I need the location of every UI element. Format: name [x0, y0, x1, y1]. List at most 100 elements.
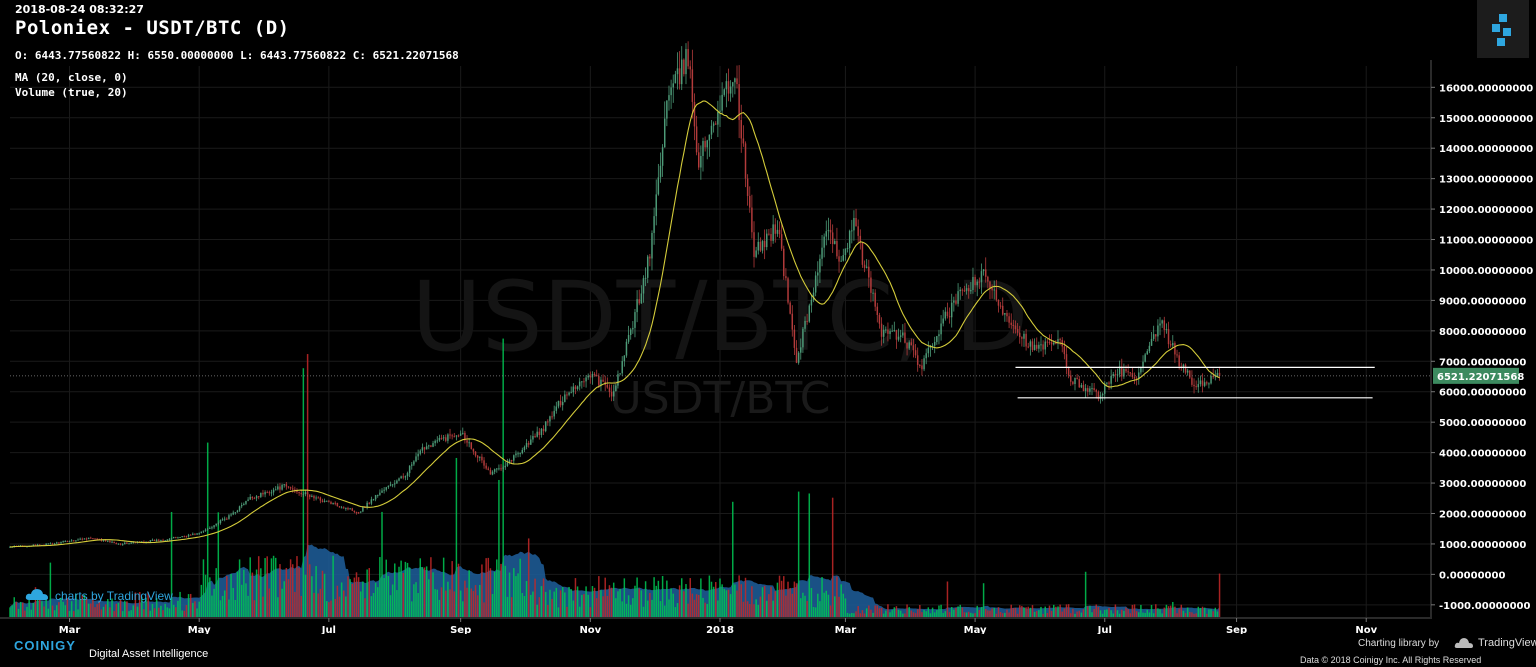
candle-body: [621, 361, 623, 374]
candle-body: [487, 468, 490, 470]
candle-body: [1033, 344, 1036, 350]
candle-body: [965, 288, 968, 291]
candle-body: [1004, 313, 1006, 315]
volume-bar: [1080, 612, 1083, 617]
volume-bar: [589, 607, 592, 617]
candle-body: [848, 230, 851, 249]
candle-body: [1048, 342, 1051, 344]
volume-bar: [910, 610, 913, 617]
volume-bar: [272, 555, 275, 617]
volume-bar: [283, 581, 285, 617]
ma-path: [9, 100, 1220, 548]
candle-body: [942, 318, 944, 324]
candle-body: [66, 541, 69, 543]
candle-body: [102, 540, 105, 542]
charts-by-tradingview[interactable]: charts by TradingView: [25, 589, 173, 603]
candle-body: [1218, 372, 1221, 376]
candle-body: [721, 94, 723, 111]
candle-body: [294, 489, 296, 491]
candle-body: [1078, 378, 1080, 388]
coinigy-logo[interactable]: COINIGY: [14, 638, 76, 653]
candle-body: [570, 392, 572, 394]
volume-bar: [710, 581, 713, 617]
candle-body: [1080, 384, 1083, 388]
volume-bar: [134, 592, 137, 617]
volume-bar: [519, 558, 521, 617]
candle-body: [332, 502, 334, 504]
volume-bar: [328, 602, 330, 617]
volume-bar: [1108, 607, 1110, 617]
candle-body: [551, 416, 553, 418]
volume-ma-area: [10, 544, 1220, 617]
volume-bar: [379, 557, 381, 617]
indicator-volume[interactable]: Volume (true, 20): [15, 86, 128, 99]
volume-bar: [783, 576, 785, 617]
volume-bar: [1059, 604, 1061, 617]
volume-bar: [659, 601, 662, 617]
volume-bar: [1004, 612, 1006, 617]
candle-body: [302, 494, 305, 496]
volume-bar: [1097, 607, 1100, 617]
candle-body: [536, 431, 538, 437]
volume-bar: [145, 597, 147, 617]
volume-bar: [1186, 607, 1189, 617]
candle-body: [959, 289, 961, 292]
volume-bar: [632, 598, 634, 617]
volume-bar: [870, 609, 872, 617]
candle-body: [177, 537, 179, 539]
candle-body: [653, 216, 655, 233]
tradingview-link[interactable]: TradingView: [1454, 637, 1536, 649]
candle-body: [381, 490, 383, 493]
candle-body: [1127, 371, 1129, 373]
volume-bar: [685, 584, 687, 617]
volume-bar: [608, 585, 611, 617]
volume-bar: [449, 589, 451, 617]
candle-body: [844, 248, 847, 256]
indicator-ma[interactable]: MA (20, close, 0): [15, 71, 128, 84]
candle-body: [423, 447, 426, 450]
volume-bar: [623, 578, 626, 617]
candle-body: [506, 462, 509, 466]
volume-bar: [1114, 604, 1117, 617]
candle-body: [878, 315, 881, 324]
candle-body: [1197, 384, 1200, 388]
volume-bar: [940, 604, 942, 617]
volume-bar: [827, 594, 830, 617]
volume-bar: [377, 587, 379, 617]
volume-bar: [525, 581, 528, 617]
candle-body: [661, 147, 664, 166]
volume-bar: [670, 588, 672, 617]
volume-bar: [368, 568, 370, 617]
candle-body: [1125, 369, 1127, 372]
candle-body: [902, 332, 904, 336]
volume-bar: [372, 592, 375, 617]
candle-body: [638, 299, 640, 304]
candle-body: [967, 288, 970, 292]
volume-bar: [544, 591, 547, 617]
volume-bar: [360, 591, 362, 617]
volume-bar: [391, 584, 394, 617]
volume-bar: [1195, 613, 1197, 617]
volume-bar: [761, 587, 764, 617]
candle-body: [672, 83, 674, 88]
volume-bar: [955, 607, 957, 617]
volume-bar: [687, 603, 689, 617]
volume-bar: [423, 567, 426, 617]
volume-bar: [398, 566, 400, 617]
candle-body: [347, 508, 349, 510]
candle-body: [948, 316, 951, 318]
volume-bar: [1178, 608, 1180, 617]
candle-body: [49, 543, 52, 545]
volume-bar: [751, 586, 753, 617]
candle-body: [889, 331, 891, 334]
candle-body: [274, 489, 277, 491]
candle-body: [421, 447, 424, 451]
volume-bar: [362, 581, 364, 617]
volume-bar: [215, 568, 217, 617]
candle-body: [257, 496, 260, 498]
volume-bar: [270, 558, 273, 617]
volume-bar: [351, 583, 353, 617]
volume-bar: [734, 584, 736, 617]
last-price-line: 6521.22071568: [10, 367, 1524, 384]
